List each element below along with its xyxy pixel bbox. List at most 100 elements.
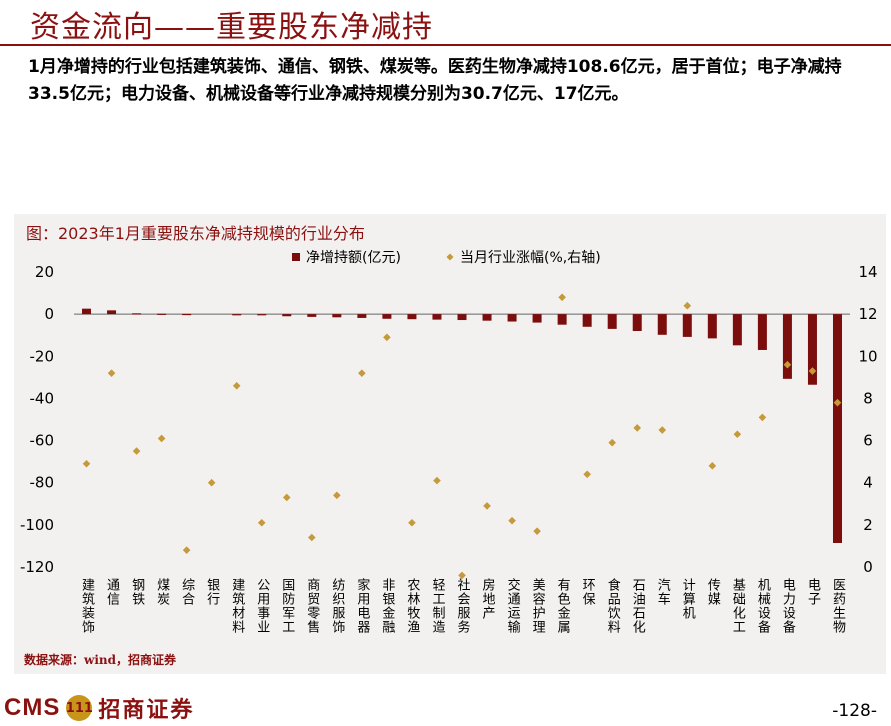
- bar-net-increase: [657, 314, 667, 335]
- bar-net-increase: [782, 314, 792, 379]
- point-monthly-return: [82, 459, 91, 468]
- category-label: 交通运输: [505, 577, 521, 634]
- bar-net-increase: [182, 313, 192, 316]
- category-label: 基础化工: [730, 578, 746, 634]
- bar-net-increase: [307, 314, 317, 317]
- category-label: 家用电器: [354, 577, 370, 634]
- bar-net-increase: [632, 314, 642, 331]
- logo-text: CMS: [4, 694, 61, 721]
- category-label: 食品饮料: [605, 577, 621, 634]
- bar-net-increase: [707, 314, 717, 339]
- point-monthly-return: [433, 476, 441, 485]
- legend-bar-label: 净增持额(亿元): [306, 250, 401, 266]
- category-label: 传媒: [705, 578, 721, 606]
- summary-text: 1月净增持的行业包括建筑装饰、通信、钢铁、煤炭等。医药生物净减持108.6亿元，…: [28, 57, 842, 104]
- point-monthly-return: [658, 426, 667, 434]
- chart-title: 图：2023年1月重要股东净减持规模的行业分布: [26, 224, 365, 243]
- category-label: 公用事业: [254, 578, 270, 634]
- right-axis-tick-label: 12: [858, 305, 877, 323]
- bar-net-increase: [732, 314, 742, 346]
- point-monthly-return: [232, 381, 241, 390]
- bar-net-increase: [407, 314, 417, 320]
- point-monthly-return: [207, 478, 216, 487]
- logo-cn-text: 招商证券: [98, 697, 195, 723]
- point-monthly-return: [558, 293, 566, 302]
- bar-net-increase: [107, 310, 117, 315]
- page-title: 资金流向——重要股东净减持: [30, 10, 433, 45]
- category-label: 医药生物: [830, 578, 846, 634]
- category-label: 有色金属: [555, 578, 571, 634]
- category-label: 农林牧渔: [404, 578, 420, 634]
- category-label: 石油石化: [630, 578, 646, 634]
- category-label: 建筑材料: [229, 578, 245, 634]
- point-monthly-return: [808, 367, 817, 375]
- bar-net-increase: [282, 314, 292, 317]
- point-monthly-return: [358, 369, 366, 377]
- point-monthly-return: [608, 438, 616, 447]
- point-monthly-return: [758, 413, 767, 422]
- bar-net-increase: [532, 314, 542, 323]
- legend-point-label: 当月行业涨幅(%,右轴): [460, 250, 601, 266]
- chart-panel: [14, 214, 886, 674]
- point-monthly-return: [383, 333, 391, 342]
- left-axis-tick-label: -100: [20, 516, 54, 534]
- category-label: 建筑装饰: [79, 578, 95, 634]
- point-monthly-return: [733, 430, 742, 439]
- point-monthly-return: [833, 398, 842, 407]
- source-note: 数据来源：wind，招商证券: [24, 653, 177, 667]
- category-label: 房地产: [480, 577, 496, 620]
- bar-net-increase: [757, 314, 767, 350]
- bar-net-increase: [382, 314, 392, 319]
- right-axis-tick-label: 4: [863, 474, 873, 492]
- logo-mark-icon: 111: [66, 695, 93, 721]
- left-axis-tick-label: -40: [30, 389, 55, 407]
- legend-bar-swatch: [292, 253, 300, 261]
- category-label: 商贸零售: [304, 578, 320, 634]
- point-monthly-return: [483, 502, 491, 510]
- legend-point-swatch: [446, 253, 454, 261]
- left-axis-tick-label: -120: [20, 558, 54, 576]
- right-axis-tick-label: 0: [863, 558, 873, 576]
- category-label: 煤炭: [154, 578, 170, 606]
- bar-net-increase: [832, 314, 842, 543]
- point-monthly-return: [282, 493, 291, 502]
- category-label: 钢铁: [129, 578, 145, 606]
- point-monthly-return: [333, 491, 341, 500]
- bar-net-increase: [257, 314, 267, 316]
- point-monthly-return: [408, 518, 416, 527]
- point-monthly-return: [458, 571, 466, 580]
- category-label: 电子: [805, 578, 821, 606]
- point-monthly-return: [533, 527, 541, 535]
- category-label: 社会服务: [455, 577, 471, 634]
- left-axis-tick-label: -60: [30, 432, 55, 450]
- bar-net-increase: [457, 314, 467, 321]
- brand-logo: CMS 111 招商证券: [4, 693, 194, 723]
- category-label: 电力设备: [780, 578, 796, 634]
- category-label: 通信: [104, 578, 120, 606]
- right-axis-tick-label: 6: [863, 432, 873, 450]
- category-label: 纺织服饰: [329, 578, 345, 634]
- bar-net-increase: [482, 314, 492, 321]
- right-axis-tick-label: 14: [858, 263, 877, 281]
- right-axis-tick-label: 10: [858, 347, 877, 365]
- point-monthly-return: [132, 447, 141, 455]
- category-label: 国防军工: [279, 578, 295, 634]
- title-rule: [0, 44, 891, 46]
- category-label: 轻工制造: [429, 578, 445, 634]
- category-label: 机械设备: [755, 578, 771, 634]
- left-axis-tick-label: 20: [35, 263, 54, 281]
- point-monthly-return: [583, 470, 591, 479]
- point-monthly-return: [508, 516, 516, 525]
- bar-net-increase: [357, 314, 367, 318]
- left-axis-tick-label: -80: [30, 474, 55, 492]
- bar-net-increase: [557, 314, 567, 325]
- point-monthly-return: [683, 301, 692, 310]
- point-monthly-return: [633, 424, 642, 432]
- bar-net-increase: [157, 313, 167, 315]
- bar-net-increase: [132, 313, 142, 315]
- left-axis-tick-label: -20: [30, 347, 55, 365]
- left-axis-tick-label: 0: [44, 305, 54, 323]
- point-monthly-return: [182, 546, 191, 554]
- bar-net-increase: [332, 314, 342, 318]
- category-label: 汽车: [655, 578, 671, 606]
